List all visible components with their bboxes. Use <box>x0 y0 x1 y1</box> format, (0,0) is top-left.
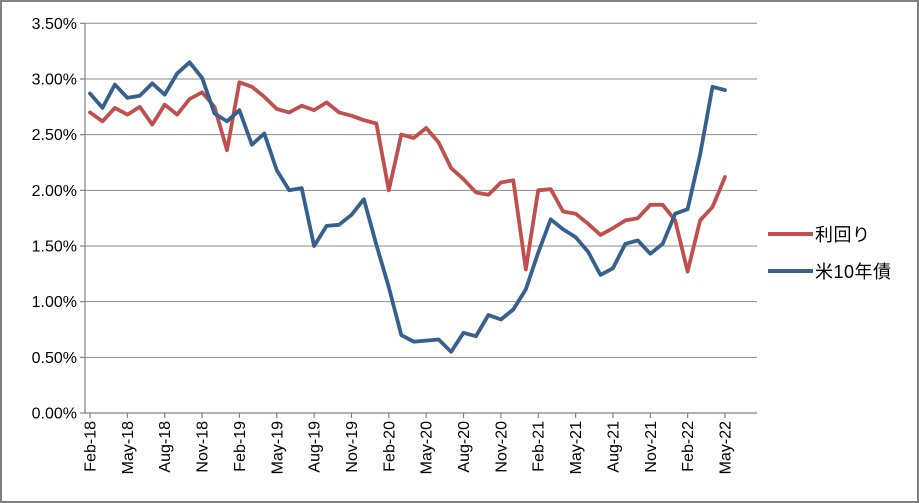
svg-text:0.50%: 0.50% <box>32 350 77 367</box>
svg-text:May-21: May-21 <box>568 421 585 474</box>
svg-text:2.00%: 2.00% <box>32 183 77 200</box>
svg-text:May-20: May-20 <box>419 421 436 474</box>
svg-text:1.00%: 1.00% <box>32 294 77 311</box>
svg-text:Feb-21: Feb-21 <box>531 421 548 472</box>
svg-text:May-18: May-18 <box>120 421 137 474</box>
yield-line-swatch <box>768 232 813 236</box>
svg-text:Aug-19: Aug-19 <box>307 421 324 473</box>
svg-text:Feb-18: Feb-18 <box>83 421 100 472</box>
legend-item-us10y: 米10年債 <box>768 261 892 282</box>
svg-text:Aug-18: Aug-18 <box>157 421 174 473</box>
svg-text:3.50%: 3.50% <box>32 16 77 33</box>
svg-text:May-22: May-22 <box>718 421 735 474</box>
legend-label-yield: 利回り <box>815 225 871 245</box>
svg-text:2.50%: 2.50% <box>32 127 77 144</box>
us10y-line-swatch <box>768 269 813 273</box>
legend-item-yield: 利回り <box>768 224 892 245</box>
svg-text:Aug-20: Aug-20 <box>456 421 473 473</box>
svg-text:Feb-22: Feb-22 <box>680 421 697 472</box>
svg-text:Nov-20: Nov-20 <box>493 421 510 473</box>
svg-text:0.00%: 0.00% <box>32 406 77 423</box>
svg-text:Nov-21: Nov-21 <box>643 421 660 473</box>
svg-text:3.00%: 3.00% <box>32 71 77 88</box>
svg-text:Aug-21: Aug-21 <box>605 421 622 473</box>
svg-text:1.50%: 1.50% <box>32 238 77 255</box>
legend-label-us10y: 米10年債 <box>815 262 892 282</box>
svg-text:Feb-20: Feb-20 <box>381 421 398 472</box>
svg-text:May-19: May-19 <box>269 421 286 474</box>
legend: 利回り 米10年債 <box>768 224 892 298</box>
svg-text:Nov-19: Nov-19 <box>344 421 361 473</box>
svg-text:Nov-18: Nov-18 <box>195 421 212 473</box>
svg-text:Feb-19: Feb-19 <box>232 421 249 472</box>
